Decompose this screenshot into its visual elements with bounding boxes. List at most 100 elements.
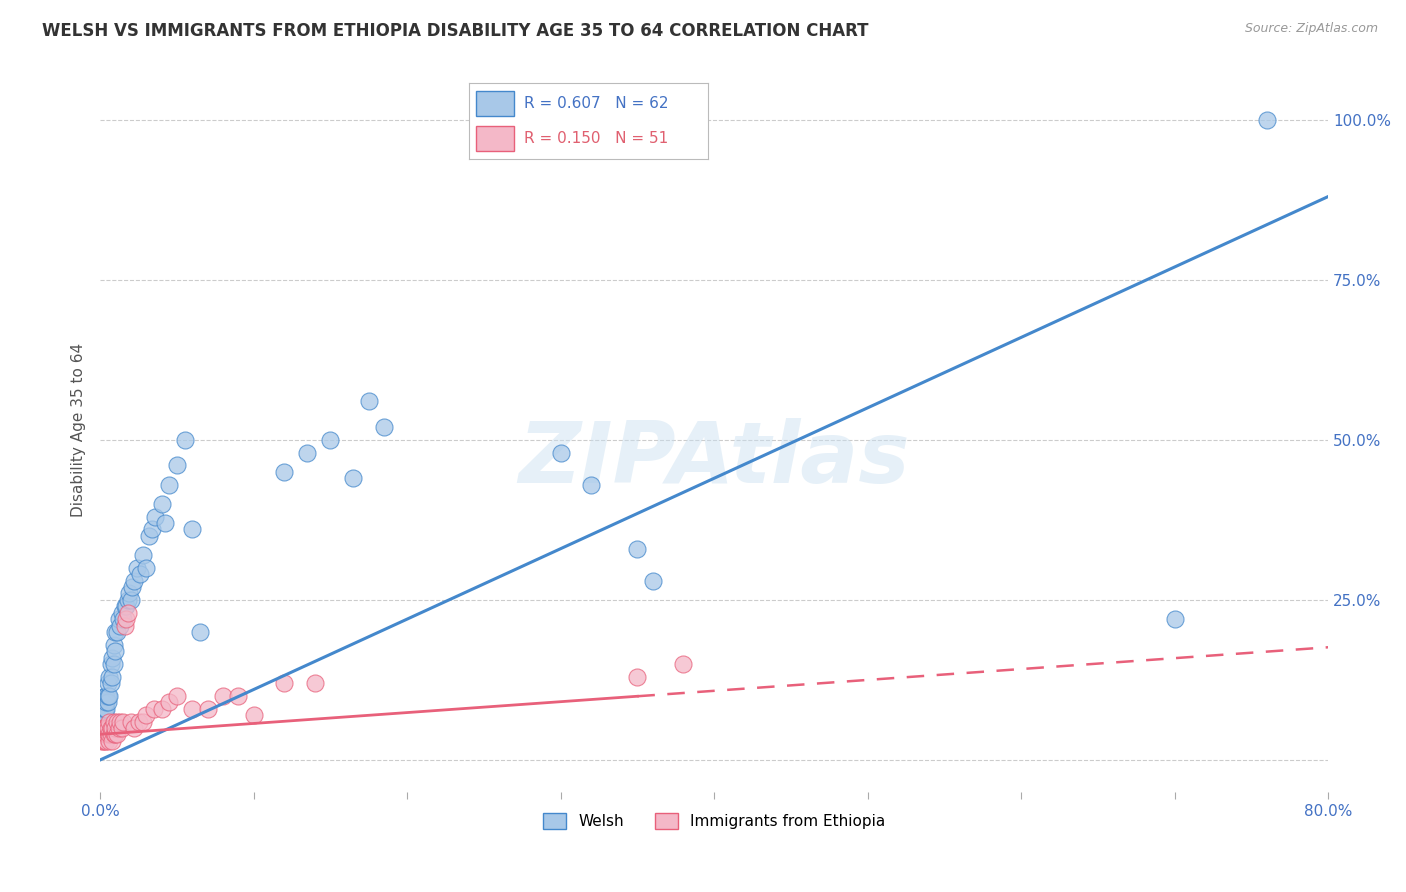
Point (100, 676, 122, 690)
Point (97, 695, 120, 709)
Point (117, 593, 139, 607)
Point (128, 714, 150, 729)
Point (319, 433, 342, 447)
Point (105, 624, 128, 639)
Point (100, 657, 122, 671)
Point (101, 721, 124, 735)
Point (226, 689, 249, 703)
Point (132, 548, 155, 562)
Point (115, 612, 138, 626)
Point (98, 733, 121, 747)
Legend: Welsh, Immigrants from Ethiopia: Welsh, Immigrants from Ethiopia (537, 806, 891, 835)
Point (342, 471, 364, 485)
Point (157, 477, 180, 491)
Point (150, 702, 173, 716)
Point (120, 593, 142, 607)
Point (197, 702, 219, 716)
Point (93, 733, 115, 747)
Point (166, 458, 188, 473)
Point (118, 586, 141, 600)
Point (122, 721, 145, 735)
Point (98, 670, 121, 684)
Point (672, 657, 695, 671)
Point (273, 465, 295, 479)
Point (125, 561, 148, 575)
Text: Source: ZipAtlas.com: Source: ZipAtlas.com (1244, 22, 1378, 36)
Point (114, 599, 136, 614)
Point (90, 733, 112, 747)
Point (98, 714, 121, 729)
Y-axis label: Disability Age 35 to 64: Disability Age 35 to 64 (72, 343, 86, 517)
Point (122, 574, 145, 588)
Point (188, 624, 211, 639)
Point (626, 541, 648, 556)
Point (212, 689, 235, 703)
Point (550, 445, 572, 459)
Point (581, 477, 603, 491)
Point (112, 714, 135, 729)
Point (97, 721, 120, 735)
Point (104, 644, 127, 658)
Point (91, 708, 114, 723)
Point (103, 727, 125, 741)
Point (96, 702, 118, 716)
Point (90, 727, 112, 741)
Point (173, 433, 195, 447)
Point (93, 708, 115, 723)
Point (107, 612, 129, 626)
Point (115, 599, 138, 614)
Point (157, 695, 180, 709)
Point (96, 733, 118, 747)
Point (93, 721, 115, 735)
Text: ZIPAtlas: ZIPAtlas (519, 417, 910, 500)
Point (104, 624, 127, 639)
Point (1256, 112, 1278, 127)
Point (96, 727, 118, 741)
Point (104, 721, 127, 735)
Point (121, 580, 143, 594)
Point (297, 445, 319, 459)
Point (145, 509, 167, 524)
Point (107, 721, 129, 735)
Point (97, 689, 120, 703)
Point (129, 567, 152, 582)
Point (357, 394, 380, 409)
Point (108, 714, 131, 729)
Point (96, 721, 118, 735)
Point (91, 695, 114, 709)
Point (103, 638, 125, 652)
Point (132, 714, 155, 729)
Point (91, 721, 114, 735)
Point (273, 676, 295, 690)
Point (93, 727, 115, 741)
Point (135, 561, 157, 575)
Point (181, 702, 204, 716)
Point (98, 689, 121, 703)
Point (103, 714, 125, 729)
Point (104, 727, 127, 741)
Point (626, 670, 648, 684)
Point (100, 721, 122, 735)
Point (111, 721, 134, 735)
Point (90, 711, 112, 725)
Point (101, 733, 124, 747)
Point (91, 733, 114, 747)
Point (373, 420, 395, 434)
Point (96, 689, 118, 703)
Point (304, 676, 326, 690)
Point (91, 702, 114, 716)
Point (103, 657, 125, 671)
Point (242, 708, 264, 723)
Point (90, 717, 112, 731)
Point (150, 497, 173, 511)
Point (181, 523, 204, 537)
Point (96, 695, 118, 709)
Point (101, 650, 124, 665)
Point (101, 670, 124, 684)
Text: WELSH VS IMMIGRANTS FROM ETHIOPIA DISABILITY AGE 35 TO 64 CORRELATION CHART: WELSH VS IMMIGRANTS FROM ETHIOPIA DISABI… (42, 22, 869, 40)
Point (641, 574, 664, 588)
Point (108, 618, 131, 632)
Point (112, 612, 135, 626)
Point (120, 714, 142, 729)
Point (91, 727, 114, 741)
